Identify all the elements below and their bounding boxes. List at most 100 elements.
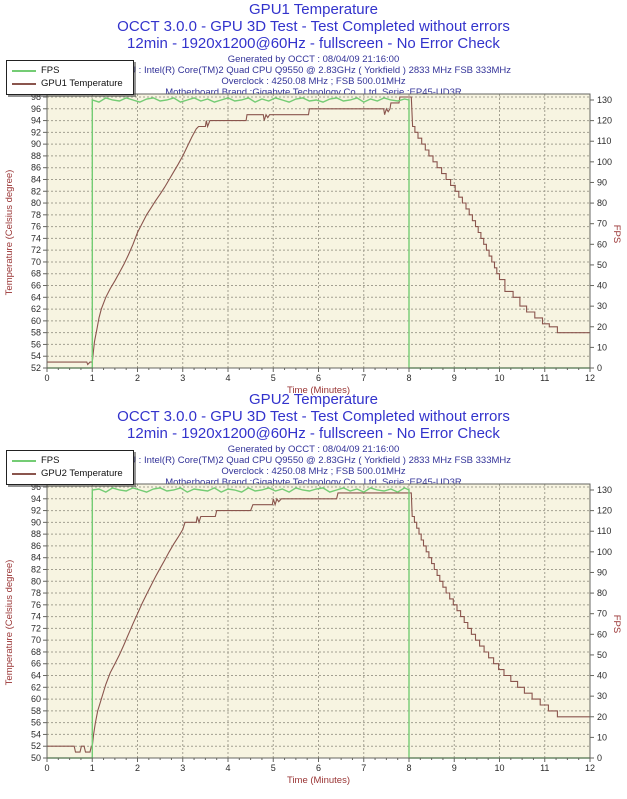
svg-text:6: 6 (316, 763, 321, 773)
svg-text:68: 68 (31, 647, 41, 657)
svg-text:110: 110 (597, 526, 611, 536)
page-title: GPU1 Temperature (249, 1, 378, 18)
svg-text:0: 0 (44, 373, 49, 383)
gpu2-temperature-plot: 5052545658606264666870727476788082848688… (4, 482, 622, 786)
svg-text:Temperature (Celsius degree): Temperature (Celsius degree) (4, 170, 15, 296)
svg-text:0: 0 (597, 753, 602, 763)
svg-text:60: 60 (597, 629, 607, 639)
svg-text:4: 4 (225, 373, 230, 383)
gpu1-chart-section: GPU1 Temperature OCCT 3.0.0 - GPU 3D Tes… (0, 0, 627, 396)
svg-text:20: 20 (597, 712, 607, 722)
legend-item-fps: FPS (12, 64, 123, 77)
info-generated: Generated by OCCT : 08/04/09 21:16:00 (227, 54, 400, 65)
legend-item-temperature: GPU1 Temperature (12, 77, 123, 90)
svg-text:12: 12 (585, 373, 595, 383)
svg-text:Time (Minutes): Time (Minutes) (287, 775, 350, 786)
svg-text:2: 2 (135, 373, 140, 383)
fps-line-swatch (12, 69, 36, 72)
svg-text:130: 130 (597, 95, 612, 105)
svg-text:30: 30 (597, 691, 607, 701)
svg-text:62: 62 (31, 304, 41, 314)
gpu2-chart-section: GPU2 Temperature OCCT 3.0.0 - GPU 3D Tes… (0, 390, 627, 799)
svg-text:20: 20 (597, 322, 607, 332)
svg-text:120: 120 (597, 506, 612, 516)
svg-text:82: 82 (31, 564, 41, 574)
svg-text:Temperature (Celsius degree): Temperature (Celsius degree) (4, 560, 15, 686)
svg-text:86: 86 (31, 541, 41, 551)
svg-text:110: 110 (597, 136, 611, 146)
legend-label-temperature-2: GPU2 Temperature (41, 468, 123, 479)
svg-text:40: 40 (597, 671, 607, 681)
svg-text:130: 130 (597, 485, 612, 495)
svg-text:12: 12 (585, 763, 595, 773)
chart-subtitle-test-2: OCCT 3.0.0 - GPU 3D Test - Test Complete… (117, 408, 510, 425)
system-info-block-2: Generated by OCCT : 08/04/09 21:16:00 CP… (0, 444, 627, 488)
svg-text:64: 64 (31, 292, 41, 302)
svg-text:80: 80 (597, 198, 607, 208)
svg-text:120: 120 (597, 116, 612, 126)
svg-text:2: 2 (135, 763, 140, 773)
svg-text:Time (Minutes): Time (Minutes) (287, 385, 350, 396)
svg-text:8: 8 (406, 763, 411, 773)
svg-text:11: 11 (540, 763, 549, 773)
legend-item-fps-2: FPS (12, 454, 123, 467)
svg-text:64: 64 (31, 671, 41, 681)
svg-text:50: 50 (597, 260, 607, 270)
svg-text:70: 70 (31, 257, 41, 267)
svg-text:94: 94 (31, 116, 41, 126)
svg-text:92: 92 (31, 506, 41, 516)
svg-text:56: 56 (31, 718, 41, 728)
svg-text:7: 7 (361, 373, 366, 383)
svg-text:58: 58 (31, 328, 41, 338)
svg-text:94: 94 (31, 494, 41, 504)
chart-subtitle-test: OCCT 3.0.0 - GPU 3D Test - Test Complete… (117, 18, 510, 35)
svg-text:86: 86 (31, 163, 41, 173)
fps-line-swatch-2 (12, 459, 36, 462)
legend-item-temperature-2: GPU2 Temperature (12, 467, 123, 480)
svg-text:96: 96 (31, 104, 41, 114)
svg-text:6: 6 (316, 373, 321, 383)
svg-text:5: 5 (271, 373, 276, 383)
svg-text:5: 5 (271, 763, 276, 773)
svg-text:62: 62 (31, 682, 41, 692)
svg-text:4: 4 (225, 763, 230, 773)
svg-text:60: 60 (31, 694, 41, 704)
svg-text:72: 72 (31, 623, 41, 633)
svg-text:90: 90 (31, 139, 41, 149)
svg-text:3: 3 (180, 373, 185, 383)
svg-text:0: 0 (44, 763, 49, 773)
svg-text:52: 52 (31, 741, 41, 751)
svg-text:70: 70 (597, 609, 607, 619)
gpu1-header: GPU1 Temperature OCCT 3.0.0 - GPU 3D Tes… (0, 0, 627, 98)
temperature-line-swatch-2 (12, 472, 36, 475)
svg-text:66: 66 (31, 281, 41, 291)
svg-text:7: 7 (361, 763, 366, 773)
svg-text:58: 58 (31, 706, 41, 716)
svg-text:10: 10 (494, 373, 504, 383)
svg-text:10: 10 (597, 732, 607, 742)
svg-text:80: 80 (31, 198, 41, 208)
chart-subtitle-mode: 12min - 1920x1200@60Hz - fullscreen - No… (127, 35, 500, 52)
svg-text:54: 54 (31, 729, 41, 739)
svg-text:74: 74 (31, 612, 41, 622)
legend-box: FPS GPU1 Temperature (6, 60, 134, 95)
svg-text:92: 92 (31, 127, 41, 137)
page-title-2: GPU2 Temperature (249, 391, 378, 408)
info-motherboard-2: Motherboard Brand :Gigabyte Technology C… (165, 477, 462, 488)
svg-text:FPS: FPS (611, 615, 622, 633)
svg-text:100: 100 (597, 157, 612, 167)
svg-text:60: 60 (597, 239, 607, 249)
svg-text:1: 1 (90, 373, 95, 383)
svg-text:52: 52 (31, 363, 41, 373)
svg-text:70: 70 (31, 635, 41, 645)
info-overclock: Overclock : 4250.08 MHz ; FSB 500.01MHz (221, 76, 406, 87)
svg-text:74: 74 (31, 233, 41, 243)
chart-subtitle-mode-2: 12min - 1920x1200@60Hz - fullscreen - No… (127, 425, 500, 442)
svg-text:76: 76 (31, 600, 41, 610)
gpu2-header: GPU2 Temperature OCCT 3.0.0 - GPU 3D Tes… (0, 390, 627, 488)
svg-text:30: 30 (597, 301, 607, 311)
svg-text:FPS: FPS (611, 225, 622, 243)
svg-text:54: 54 (31, 351, 41, 361)
svg-text:96: 96 (31, 482, 41, 492)
legend-label-fps: FPS (41, 65, 60, 76)
